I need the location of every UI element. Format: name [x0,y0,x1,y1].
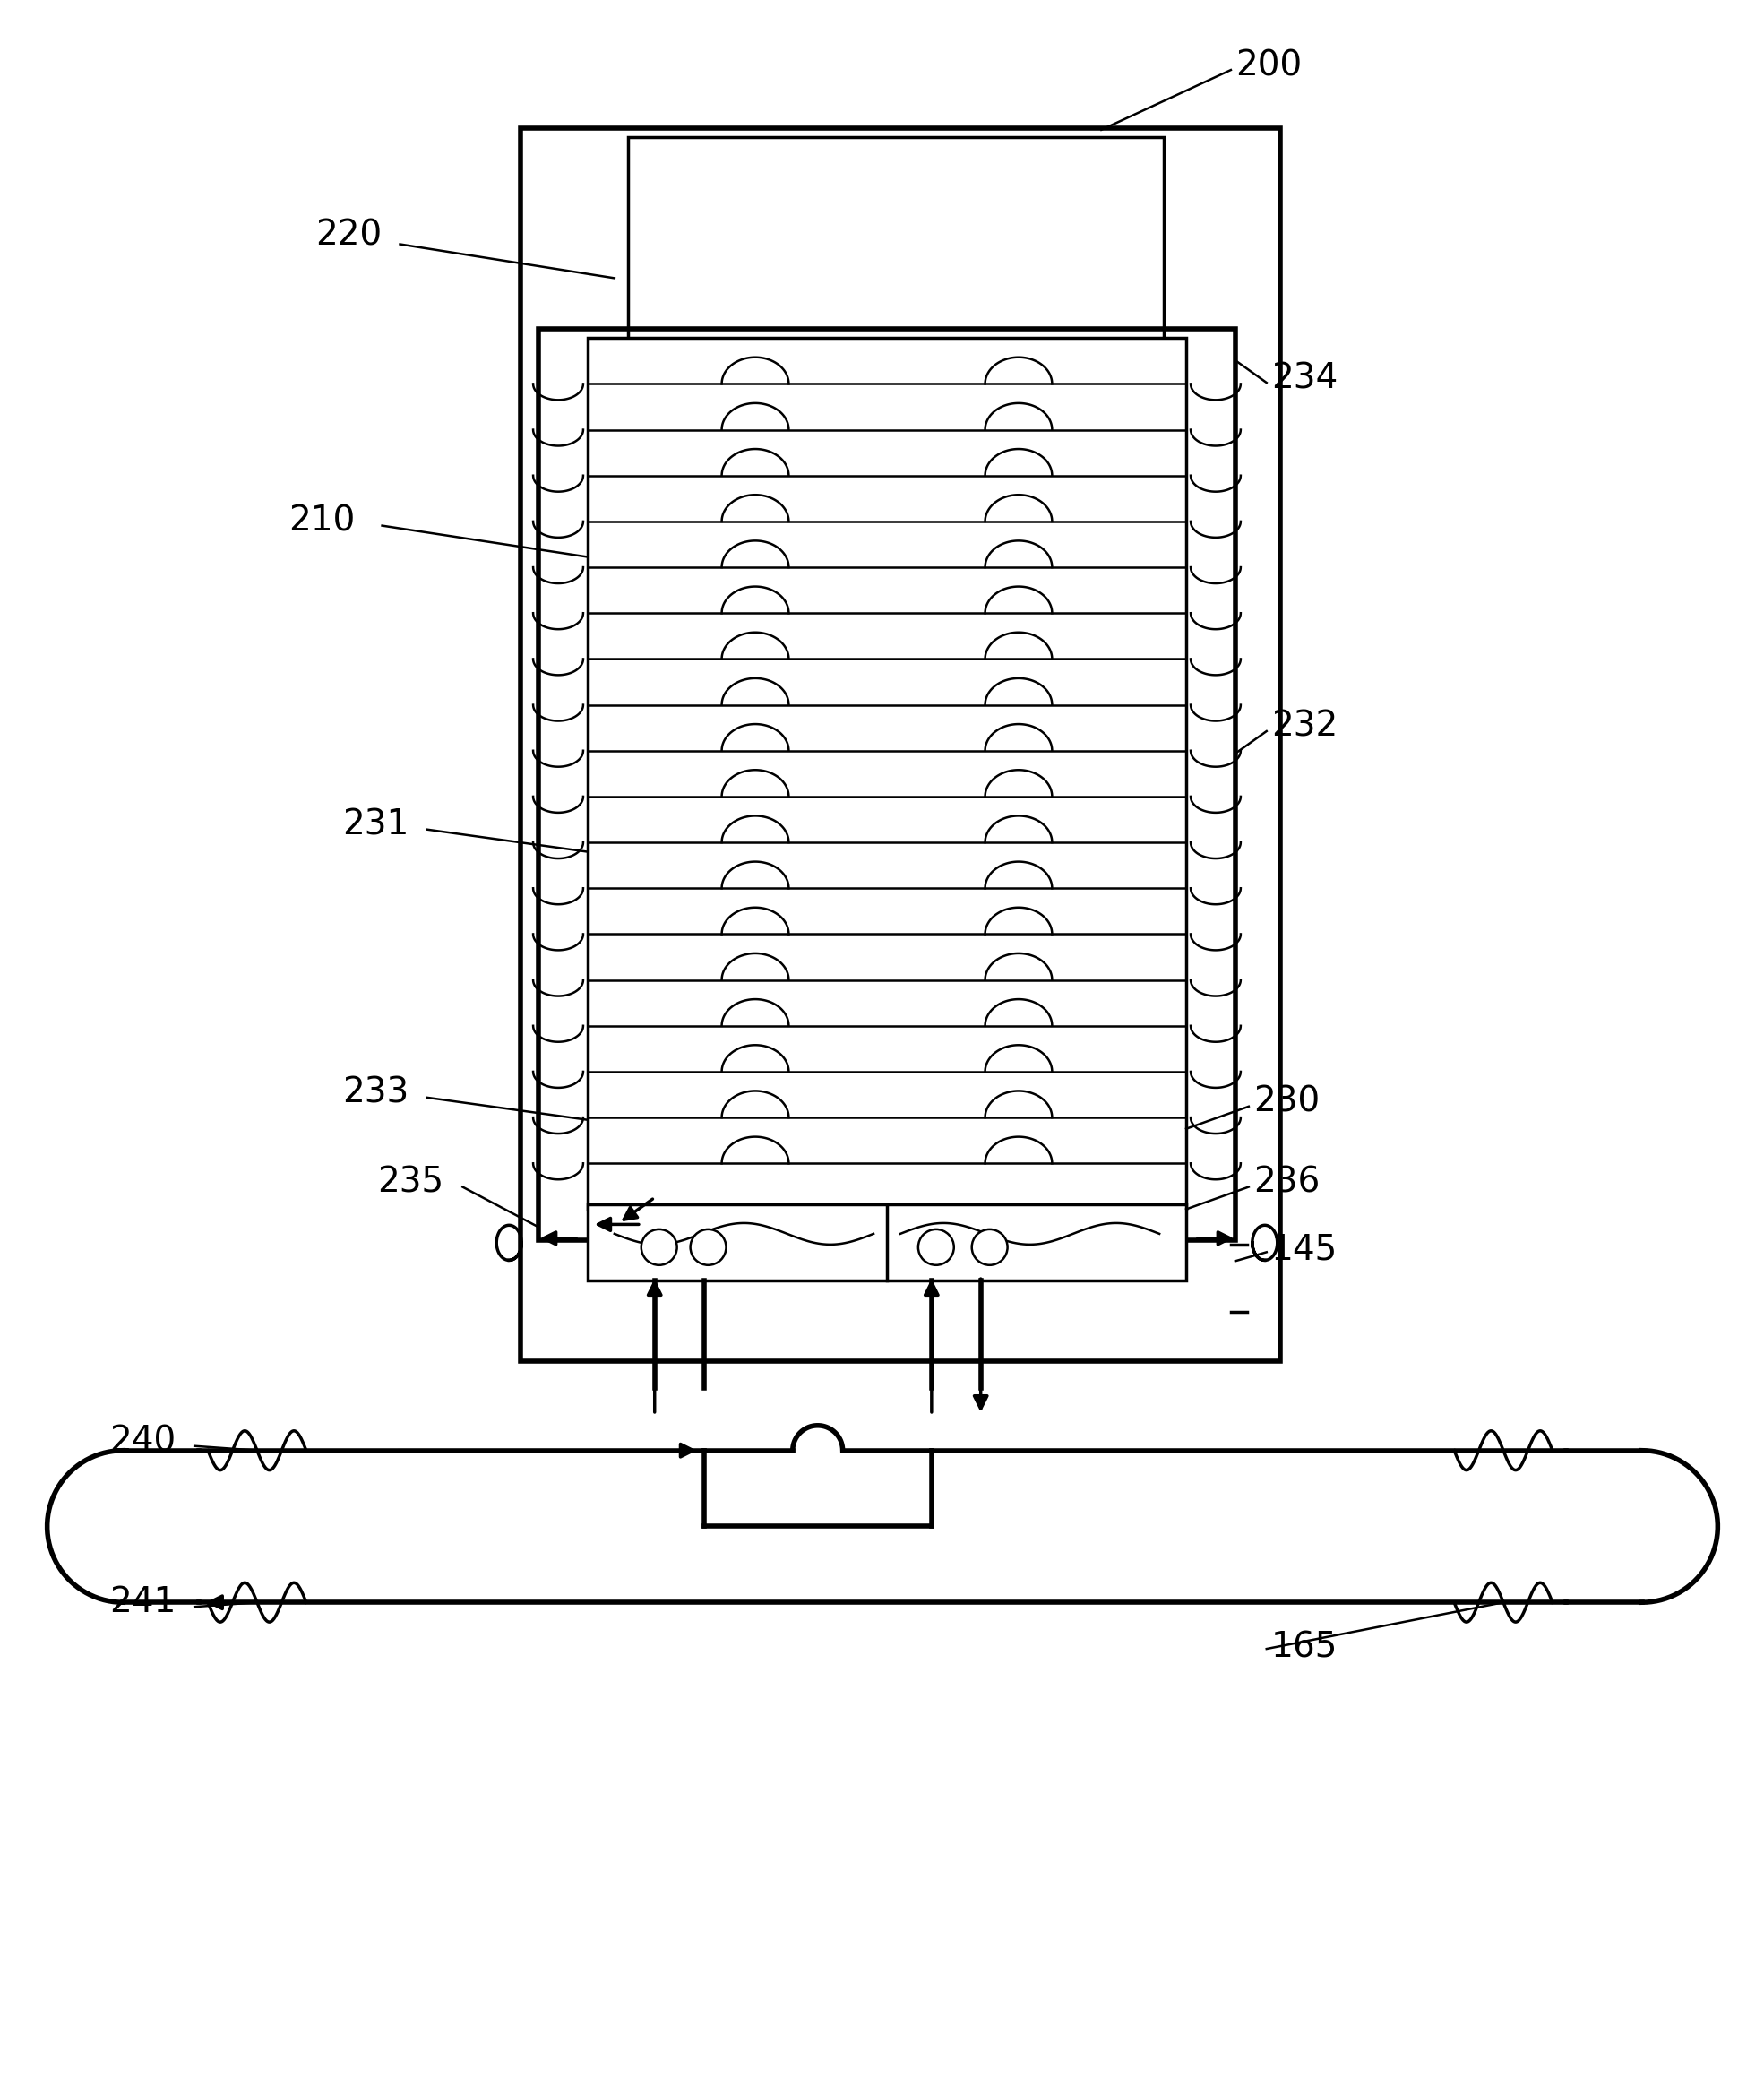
Text: 165: 165 [1272,1629,1337,1664]
Circle shape [972,1230,1007,1266]
Bar [628,137,1164,343]
Text: 233: 233 [342,1076,409,1110]
Bar [520,129,1281,1361]
Text: 145: 145 [1272,1232,1337,1266]
Text: 231: 231 [342,808,409,842]
Text: 230: 230 [1252,1085,1319,1120]
Text: 240: 240 [109,1426,176,1459]
Text: 220: 220 [316,218,381,251]
Bar [538,328,1235,1241]
Text: 210: 210 [288,505,355,538]
Circle shape [642,1230,677,1266]
Circle shape [690,1230,727,1266]
Text: 236: 236 [1252,1166,1319,1199]
Circle shape [919,1230,954,1266]
Text: 234: 234 [1272,362,1337,395]
Text: 241: 241 [109,1586,176,1619]
Text: 235: 235 [377,1166,445,1199]
Text: 232: 232 [1272,711,1337,744]
Bar [587,339,1185,1209]
Bar [587,1205,1185,1280]
Text: 200: 200 [1235,48,1302,83]
